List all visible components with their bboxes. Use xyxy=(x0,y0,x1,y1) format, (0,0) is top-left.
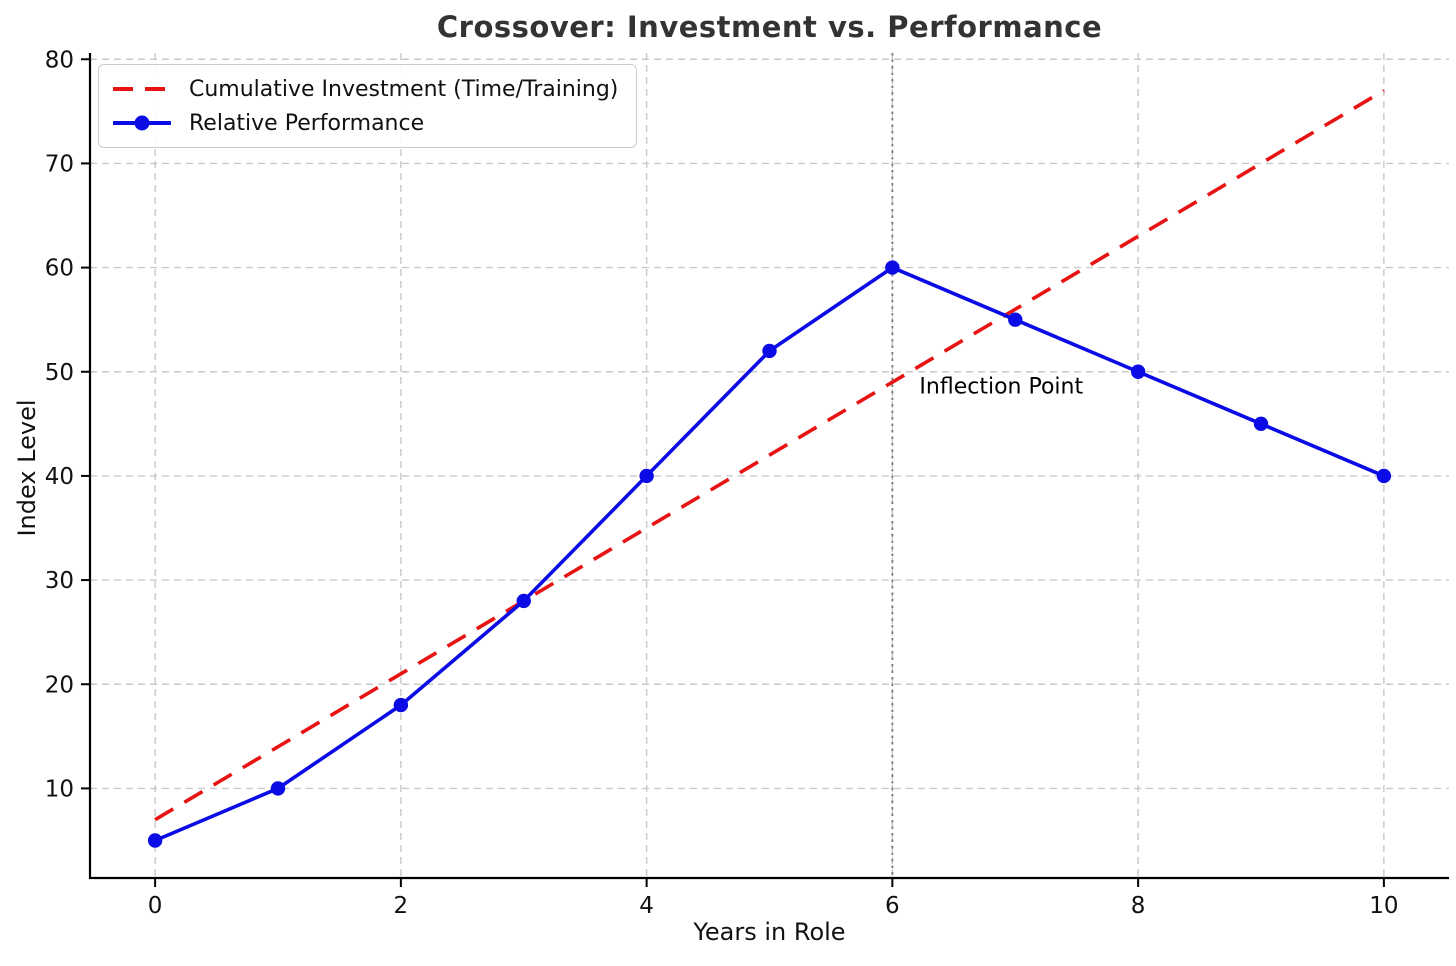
data-point-series-1 xyxy=(1008,312,1023,327)
y-tick-label: 10 xyxy=(45,776,74,802)
data-point-series-1 xyxy=(885,260,900,275)
chart-title: Crossover: Investment vs. Performance xyxy=(436,10,1103,44)
data-point-series-1 xyxy=(270,781,286,796)
data-point-series-1 xyxy=(639,468,654,484)
y-axis-label: Index Level xyxy=(13,399,41,537)
legend-label-performance: Relative Performance xyxy=(189,110,425,136)
legend-item-performance: Relative Performance xyxy=(113,108,618,138)
y-tick-label: 60 xyxy=(45,256,74,282)
legend-label-investment: Cumulative Investment (Time/Training) xyxy=(189,76,619,102)
legend-item-investment: Cumulative Investment (Time/Training) xyxy=(113,74,618,104)
data-point-series-1 xyxy=(762,343,777,359)
x-tick-label: 0 xyxy=(148,893,163,919)
data-point-series-1 xyxy=(516,593,531,609)
x-axis-label: Years in Role xyxy=(693,918,846,946)
y-tick-label: 50 xyxy=(45,360,74,386)
legend: Cumulative Investment (Time/Training) Re… xyxy=(98,64,638,148)
x-tick-label: 10 xyxy=(1369,893,1398,919)
y-tick-label: 40 xyxy=(45,464,74,490)
data-point-series-1 xyxy=(1253,416,1269,432)
legend-swatch-marker-line xyxy=(113,115,171,131)
data-point-series-1 xyxy=(1130,364,1146,379)
y-tick-label: 30 xyxy=(45,568,74,594)
data-point-series-1 xyxy=(147,833,163,848)
data-point-series-1 xyxy=(393,697,409,713)
legend-swatch-dashed-line xyxy=(113,87,171,91)
y-tick-label: 70 xyxy=(45,151,74,177)
y-tick-label: 80 xyxy=(45,47,74,73)
data-point-series-1 xyxy=(1376,468,1392,484)
x-tick-label: 6 xyxy=(885,893,900,919)
y-tick-label: 20 xyxy=(45,672,74,698)
inflection-point-annotation: Inflection Point xyxy=(919,374,1084,400)
x-tick-label: 2 xyxy=(394,893,409,919)
x-tick-label: 4 xyxy=(639,893,654,919)
series-line-0 xyxy=(154,88,1385,822)
x-tick-label: 8 xyxy=(1131,893,1146,919)
